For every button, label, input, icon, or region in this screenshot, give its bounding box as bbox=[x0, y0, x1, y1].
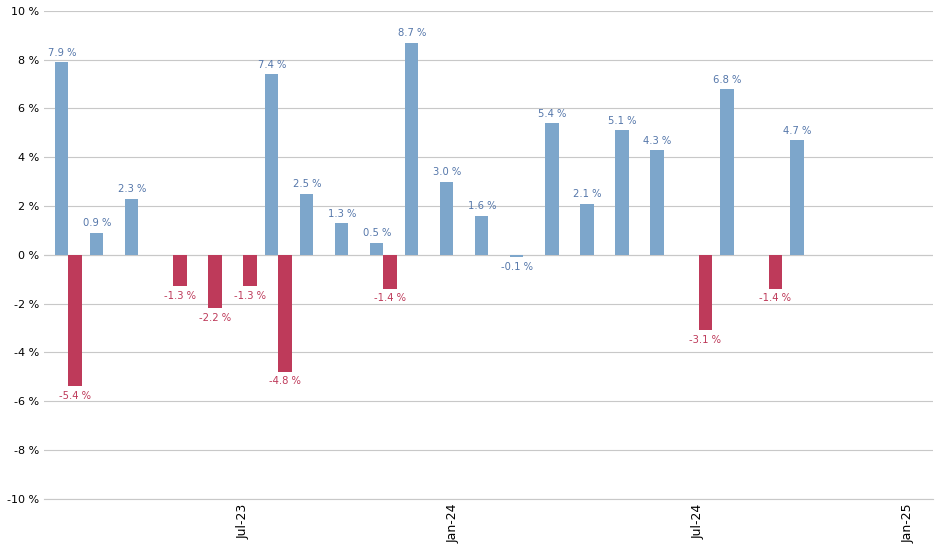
Text: -1.3 %: -1.3 % bbox=[164, 291, 196, 301]
Text: -5.4 %: -5.4 % bbox=[59, 391, 91, 401]
Bar bbox=[510, 255, 524, 257]
Bar bbox=[55, 62, 69, 255]
Bar bbox=[545, 123, 558, 255]
Text: 2.1 %: 2.1 % bbox=[572, 189, 601, 199]
Text: -3.1 %: -3.1 % bbox=[689, 335, 721, 345]
Bar bbox=[90, 233, 103, 255]
Text: -4.8 %: -4.8 % bbox=[269, 376, 301, 386]
Bar bbox=[476, 216, 489, 255]
Text: 0.5 %: 0.5 % bbox=[363, 228, 391, 238]
Bar bbox=[69, 255, 82, 387]
Text: 2.3 %: 2.3 % bbox=[118, 184, 146, 194]
Text: 7.4 %: 7.4 % bbox=[258, 60, 286, 70]
Text: 6.8 %: 6.8 % bbox=[713, 75, 741, 85]
Text: 1.6 %: 1.6 % bbox=[467, 201, 496, 211]
Text: -1.3 %: -1.3 % bbox=[234, 291, 266, 301]
Text: -1.4 %: -1.4 % bbox=[760, 293, 791, 303]
Bar bbox=[370, 243, 384, 255]
Text: 7.9 %: 7.9 % bbox=[48, 48, 76, 58]
Bar bbox=[300, 194, 313, 255]
Bar bbox=[278, 255, 291, 372]
Text: 4.3 %: 4.3 % bbox=[643, 135, 671, 146]
Bar bbox=[615, 130, 629, 255]
Text: 1.3 %: 1.3 % bbox=[328, 208, 356, 219]
Bar bbox=[209, 255, 222, 309]
Bar bbox=[580, 204, 593, 255]
Text: 3.0 %: 3.0 % bbox=[432, 167, 461, 177]
Bar bbox=[174, 255, 187, 287]
Text: -0.1 %: -0.1 % bbox=[501, 262, 533, 272]
Text: -2.2 %: -2.2 % bbox=[199, 313, 231, 323]
Bar bbox=[650, 150, 664, 255]
Text: 5.1 %: 5.1 % bbox=[607, 116, 636, 126]
Bar bbox=[791, 140, 804, 255]
Bar bbox=[125, 199, 138, 255]
Bar bbox=[336, 223, 349, 255]
Text: 0.9 %: 0.9 % bbox=[83, 218, 111, 228]
Bar bbox=[698, 255, 712, 331]
Bar bbox=[440, 182, 453, 255]
Text: 5.4 %: 5.4 % bbox=[538, 109, 566, 119]
Text: 8.7 %: 8.7 % bbox=[398, 28, 426, 38]
Bar bbox=[720, 89, 733, 255]
Bar bbox=[405, 43, 418, 255]
Bar bbox=[384, 255, 397, 289]
Bar bbox=[265, 74, 278, 255]
Text: 2.5 %: 2.5 % bbox=[292, 179, 321, 189]
Text: -1.4 %: -1.4 % bbox=[374, 293, 406, 303]
Bar bbox=[243, 255, 257, 287]
Text: 4.7 %: 4.7 % bbox=[783, 126, 811, 136]
Bar bbox=[769, 255, 782, 289]
